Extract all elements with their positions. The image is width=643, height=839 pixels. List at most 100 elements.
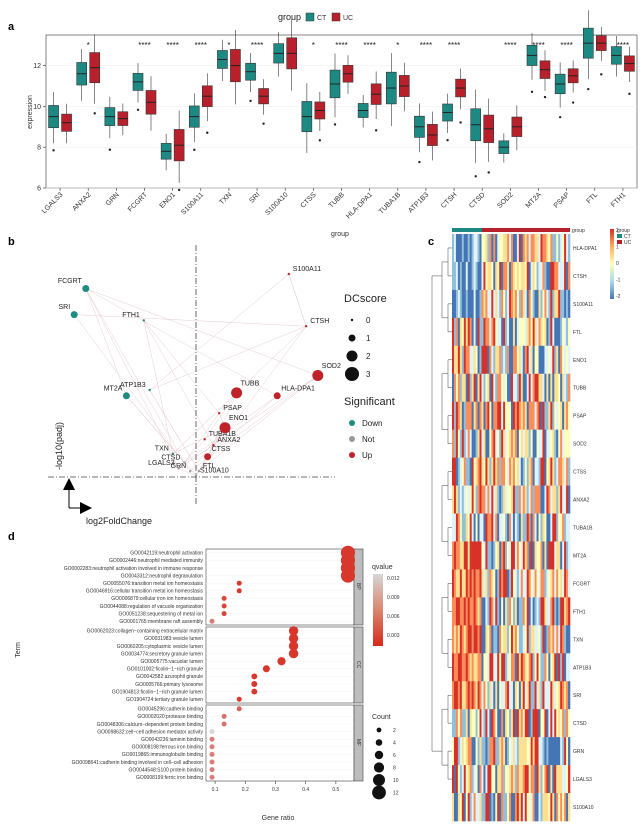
heatmap-cell	[501, 289, 504, 319]
heatmap-cell	[536, 457, 539, 486]
heatmap-cell	[552, 345, 555, 375]
panel-label-d: d	[8, 531, 15, 543]
heatmap-cell	[481, 429, 484, 458]
heatmap-cell	[536, 317, 539, 347]
heatmap-cell	[467, 261, 470, 291]
x-tick-label: ANXA2	[71, 191, 92, 212]
heatmap-cell	[546, 429, 549, 458]
heatmap-cell	[481, 457, 484, 486]
heatmap-cell	[503, 737, 506, 766]
heatmap-cell	[471, 541, 474, 570]
heatmap-cell	[538, 457, 541, 486]
heatmap-cell	[459, 765, 463, 794]
heatmap-cell	[562, 625, 565, 654]
heatmap-cell	[503, 289, 506, 319]
heatmap-cell	[459, 597, 463, 626]
heatmap-cell	[493, 401, 496, 430]
heatmap-cell	[552, 234, 555, 263]
heatmap-cell	[493, 429, 496, 458]
heatmap-cell	[540, 234, 543, 263]
heatmap-cell	[516, 709, 520, 738]
heatmap-cell	[467, 485, 470, 514]
heatmap-cell	[554, 261, 557, 291]
heatmap-cell	[548, 681, 551, 710]
y-tick-label: 8	[37, 145, 41, 152]
heatmap-cell	[457, 429, 461, 458]
heatmap-cell	[469, 625, 472, 654]
heatmap-cell	[453, 597, 457, 626]
network-edge	[85, 288, 278, 397]
heatmap-cell	[461, 289, 465, 319]
heatmap-row	[452, 653, 571, 682]
heatmap-cell	[530, 653, 533, 682]
heatmap-cell	[457, 625, 461, 654]
heatmap-cell	[560, 569, 563, 598]
heatmap-cell	[491, 485, 494, 514]
heatmap-cell	[485, 541, 488, 570]
heatmap-cell	[554, 429, 557, 458]
gene-label: PSAP	[223, 405, 242, 412]
heatmap-cell	[546, 653, 549, 682]
heatmap-cell	[542, 345, 545, 375]
go-term-label: GO0034774:secretory granule lumen	[121, 651, 203, 657]
heatmap-cell	[461, 429, 465, 458]
heatmap-row	[452, 625, 571, 654]
go-term-label: GO0062023:collagen−containing extracellu…	[87, 629, 204, 635]
heatmap-cell	[493, 793, 496, 822]
gene-label: LGALS3	[148, 460, 175, 467]
heatmap-cell	[477, 653, 480, 682]
heatmap-cell	[491, 289, 494, 319]
heatmap-cell	[507, 793, 510, 822]
heatmap-cell	[505, 513, 508, 542]
gene-label: GRN	[171, 463, 187, 470]
heatmap-cell	[455, 681, 459, 710]
heatmap-cell	[481, 289, 484, 319]
significance-mark: ****	[617, 41, 629, 50]
heatmap-cell	[520, 345, 524, 375]
heatmap-cell	[509, 457, 512, 486]
heatmap-cell	[507, 597, 510, 626]
heatmap-cell	[491, 625, 494, 654]
heatmap-cell	[518, 709, 522, 738]
dcscore-title: DCscore	[344, 293, 387, 305]
heatmap-cell	[469, 401, 472, 430]
heatmap-cell	[562, 737, 565, 766]
gene-label: SRI	[59, 304, 71, 311]
go-term-dot	[221, 611, 227, 617]
heatmap-cell	[550, 569, 553, 598]
heatmap-cell	[526, 765, 529, 794]
heatmap-gene-label: MT2A	[573, 553, 587, 559]
heatmap-cell	[463, 709, 467, 738]
heatmap-cell	[479, 709, 482, 738]
heatmap-cell	[509, 261, 512, 291]
heatmap-cell	[469, 261, 472, 291]
heatmap-cell	[528, 234, 531, 263]
heatmap-cell	[503, 569, 506, 598]
heatmap-cell	[455, 709, 459, 738]
heatmap-cell	[566, 485, 569, 514]
heatmap-cell	[534, 513, 537, 542]
heatmap-cell	[532, 653, 535, 682]
heatmap-cell	[548, 485, 551, 514]
heatmap-cell	[477, 737, 480, 766]
heatmap-cell	[524, 681, 528, 710]
heatmap-gene-label: GRN	[573, 749, 585, 755]
qvalue-label: 0.009	[387, 595, 400, 601]
colorbar-label: -2	[616, 294, 621, 300]
heatmap-cell	[528, 569, 531, 598]
heatmap-cell	[560, 597, 563, 626]
heatmap-cell	[495, 709, 498, 738]
go-term-label: GO0046916:cellular transition metal ion …	[86, 589, 204, 595]
heatmap-cell	[556, 765, 559, 794]
heatmap-cell	[501, 681, 504, 710]
heatmap-cell	[550, 709, 553, 738]
heatmap-row	[452, 709, 571, 738]
heatmap-cell	[534, 289, 537, 319]
gene-point-sri	[70, 311, 78, 319]
heatmap-cell	[467, 457, 470, 486]
network-edge	[184, 395, 278, 463]
heatmap-cell	[522, 457, 526, 486]
heatmap-cell	[558, 345, 561, 375]
go-term-label: GO0002283:neutrophil activation involved…	[64, 566, 203, 572]
